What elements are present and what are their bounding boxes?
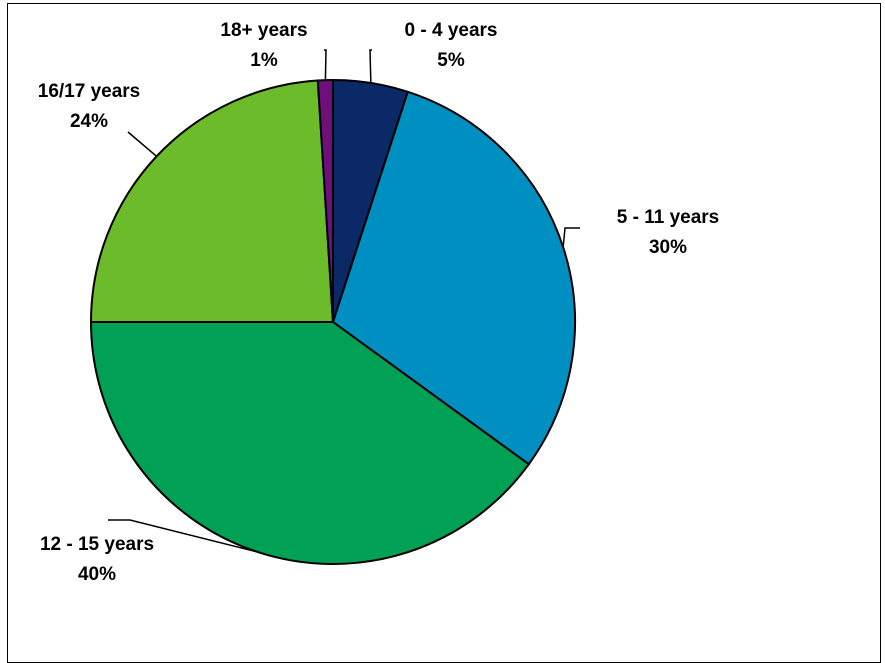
label-12-15-years: 12 - 15 years [40, 534, 154, 555]
label-18-plus-years: 18+ years [220, 20, 307, 41]
leader-line-16-17-years [127, 131, 158, 157]
value-0-4-years: 5% [437, 50, 465, 71]
value-12-15-years: 40% [78, 564, 116, 585]
pie-slices [89, 78, 576, 565]
label-16-17-years: 16/17 years [38, 81, 141, 102]
leader-line-18-years [324, 49, 327, 81]
value-16-17-years: 24% [70, 111, 108, 132]
leader-line-0-4-years [369, 49, 372, 83]
leader-lines [108, 49, 580, 553]
slice-12-15-years [89, 321, 531, 565]
label-5-11-years: 5 - 11 years [617, 207, 719, 228]
value-5-11-years: 30% [649, 237, 687, 258]
value-18-plus-years: 1% [250, 50, 278, 71]
leader-line-12-15-years [108, 519, 259, 553]
leader-line-5-11-years [562, 227, 580, 248]
label-0-4-years: 0 - 4 years [405, 20, 498, 41]
slice-16-17-years [89, 79, 335, 323]
